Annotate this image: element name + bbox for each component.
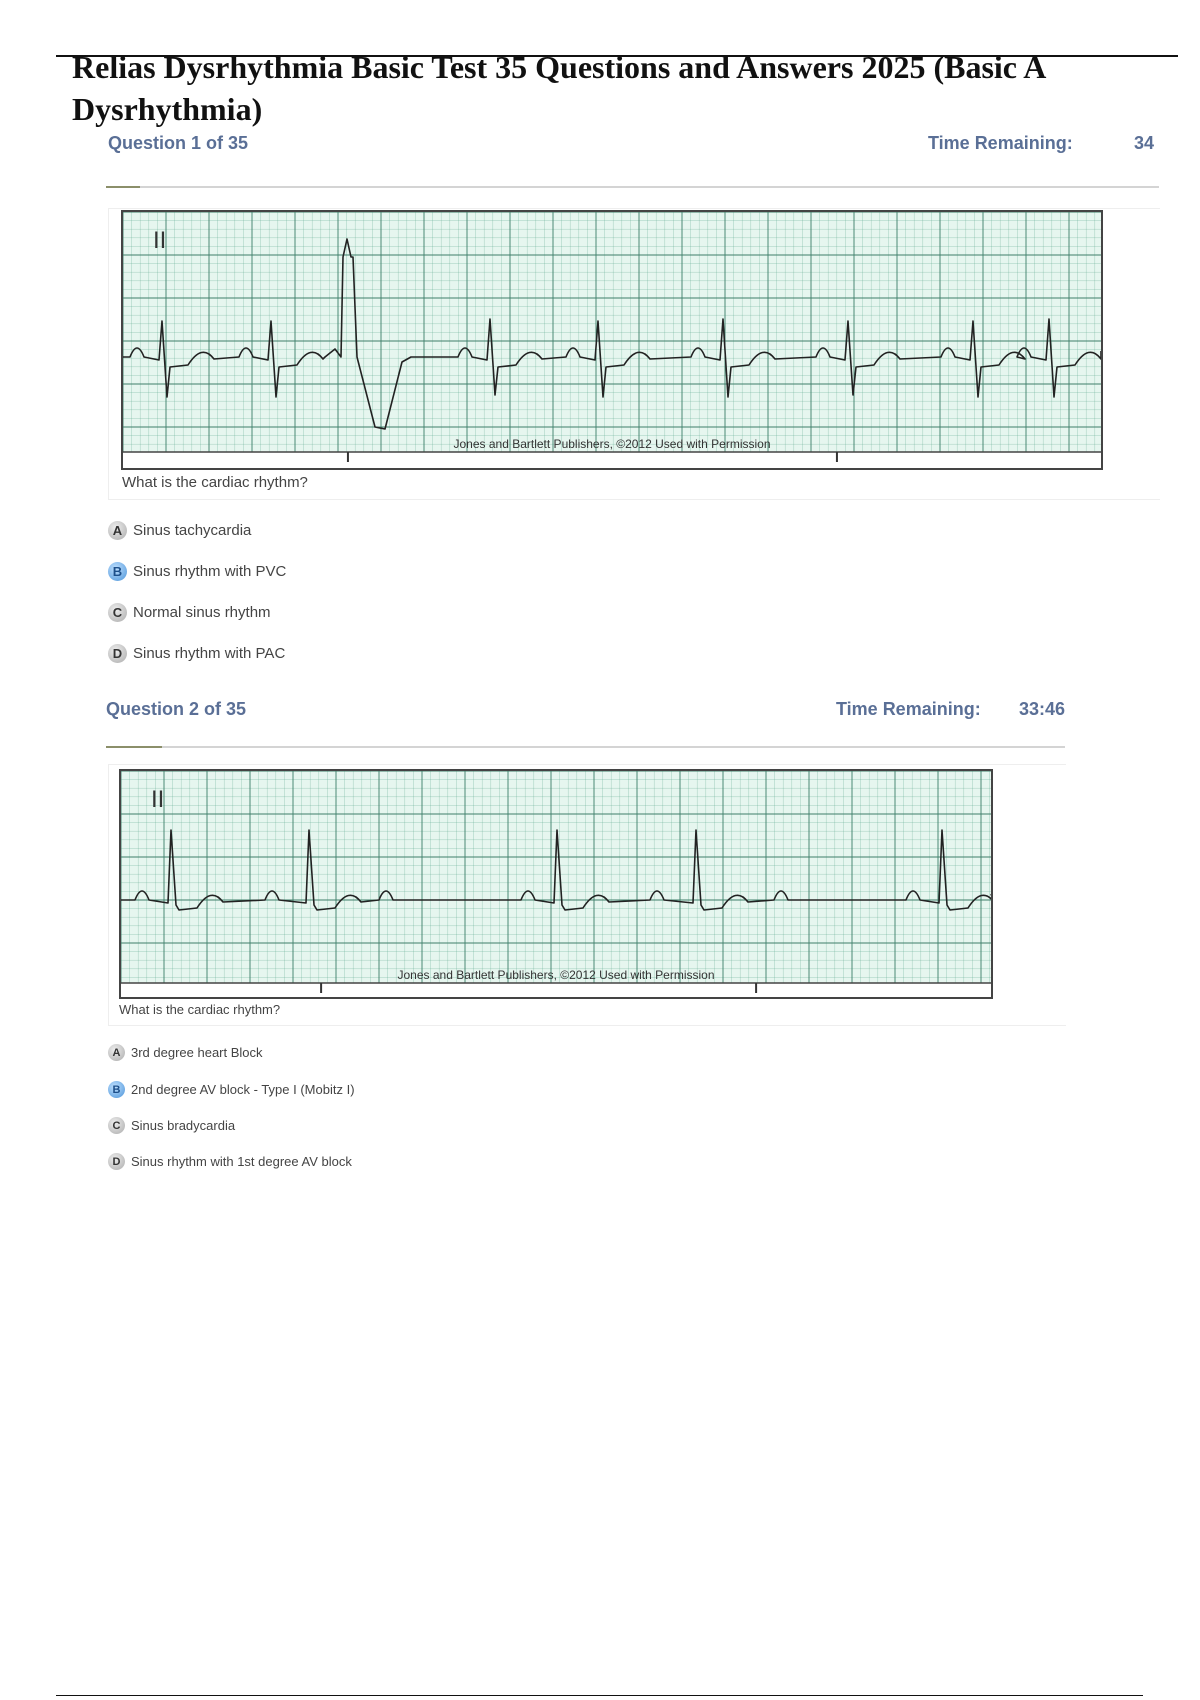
progress-divider [106, 746, 1065, 748]
progress-accent [106, 186, 140, 188]
option-letter-badge-selected: B [108, 562, 127, 581]
ecg-rhythm-strip: II Jones and Bartlett Publishers, ©2012 U… [120, 770, 995, 993]
ecg-lead-label: II [153, 227, 166, 254]
answer-option-b[interactable]: B 2nd degree AV block - Type I (Mobitz I) [108, 1081, 355, 1098]
progress-accent [106, 746, 162, 748]
option-letter-badge: C [108, 1117, 125, 1134]
option-text: Sinus rhythm with PAC [133, 645, 286, 662]
option-text: Sinus rhythm with 1st degree AV block [131, 1154, 352, 1169]
option-letter-badge: C [108, 603, 127, 622]
ecg-trace [121, 829, 995, 911]
option-text: 3rd degree heart Block [131, 1045, 263, 1060]
document-title: Relias Dysrhythmia Basic Test 35 Questio… [72, 46, 1046, 130]
question-prompt: What is the cardiac rhythm? [122, 474, 308, 491]
ecg-paper [121, 771, 991, 983]
top-rule [56, 55, 1178, 57]
option-letter-badge: D [108, 644, 127, 663]
ecg-strip: II Jones and Bartlett Publishers, ©2012 U… [119, 769, 995, 999]
answer-option-d[interactable]: D Sinus rhythm with PAC [108, 644, 285, 663]
ecg-copyright: Jones and Bartlett Publishers, ©2012 Use… [398, 968, 715, 982]
option-text: Normal sinus rhythm [133, 604, 271, 621]
ecg-paper [123, 212, 1101, 452]
time-remaining-label: Time Remaining: [836, 699, 981, 719]
option-letter-badge-selected: B [108, 1081, 125, 1098]
option-text: Sinus bradycardia [131, 1118, 236, 1133]
option-letter-badge: A [108, 521, 127, 540]
option-text: 2nd degree AV block - Type I (Mobitz I) [131, 1082, 355, 1097]
option-text: Sinus rhythm with PVC [133, 563, 287, 580]
answer-option-d[interactable]: D Sinus rhythm with 1st degree AV block [108, 1153, 352, 1170]
answer-option-a[interactable]: A Sinus tachycardia [108, 521, 251, 540]
progress-divider [106, 186, 1159, 188]
ecg-trace [123, 238, 1102, 430]
question-counter: Question 1 of 35 [108, 133, 249, 153]
title-line-1: Relias Dysrhythmia Basic Test 35 Questio… [72, 49, 1047, 85]
bottom-rule [56, 1695, 1143, 1696]
answer-option-c[interactable]: C Sinus bradycardia [108, 1117, 235, 1134]
ecg-lead-label: II [151, 786, 164, 813]
ecg-rhythm-strip: II Jones and Bartlett Publishers, ©2012 U… [122, 211, 1102, 462]
ecg-strip: II Jones and Bartlett Publishers, ©2012 U… [121, 210, 1103, 470]
option-letter-badge: D [108, 1153, 125, 1170]
time-remaining-value: 33:46 [1019, 699, 1066, 719]
question-counter: Question 2 of 35 [106, 699, 247, 719]
time-remaining-value: 34 [1134, 133, 1155, 153]
answer-option-b[interactable]: B Sinus rhythm with PVC [108, 562, 286, 581]
answer-option-a[interactable]: A 3rd degree heart Block [108, 1044, 263, 1061]
title-line-2: Dysrhythmia) [72, 91, 263, 127]
time-remaining-label: Time Remaining: [928, 133, 1073, 153]
ecg-copyright: Jones and Bartlett Publishers, ©2012 Use… [454, 437, 771, 451]
question-prompt: What is the cardiac rhythm? [119, 1002, 281, 1017]
option-letter-badge: A [108, 1044, 125, 1061]
answer-option-c[interactable]: C Normal sinus rhythm [108, 603, 271, 622]
ecg-major-grid [122, 211, 1101, 452]
option-text: Sinus tachycardia [133, 522, 252, 539]
